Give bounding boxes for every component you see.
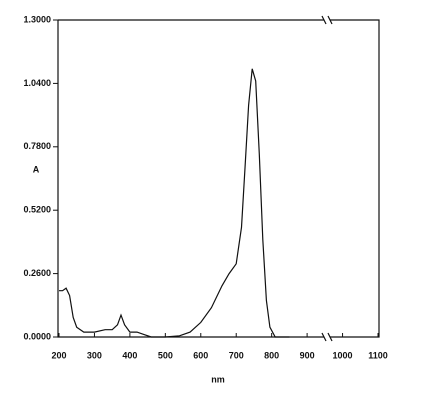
x-tick-label: 700 (229, 350, 244, 360)
y-tick-label: 1.0400 (23, 78, 51, 88)
y-tick-label: 0.5200 (23, 205, 51, 215)
y-tick-label: 0.7800 (23, 141, 51, 151)
x-tick-label: 400 (122, 350, 137, 360)
axis-break (321, 15, 333, 342)
spectrum-line (59, 68, 290, 338)
x-axis-label: nm (211, 374, 225, 384)
x-tick-label: 1100 (368, 350, 388, 360)
y-tick-label: 0.0000 (23, 331, 51, 341)
y-tick-label: 1.3000 (23, 14, 51, 24)
y-tick-label: 0.2600 (23, 268, 51, 278)
x-tick-label: 200 (51, 350, 66, 360)
x-tick-label: 800 (264, 350, 279, 360)
x-tick-label: 1000 (333, 350, 353, 360)
y-axis-label: A (33, 164, 40, 174)
frame-left (57, 19, 380, 338)
x-tick-label: 900 (300, 350, 315, 360)
x-tick-label: 300 (87, 350, 102, 360)
x-tick-label: 500 (158, 350, 173, 360)
x-tick-label: 600 (193, 350, 208, 360)
